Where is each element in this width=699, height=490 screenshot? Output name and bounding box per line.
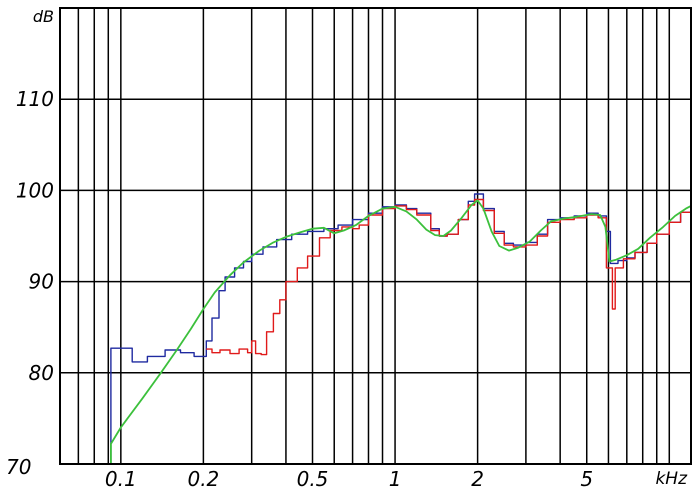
plot-frame	[59, 7, 692, 465]
x-tick-label-5: 5	[580, 467, 593, 490]
series-line-2	[60, 199, 692, 465]
y-tick-label-4: 110	[16, 87, 54, 111]
x-tick-label-2: 0.5	[297, 467, 329, 490]
series-line-1	[206, 198, 692, 356]
x-tick-label-4: 2	[471, 467, 484, 490]
x-axis-unit-label: kHz	[655, 469, 688, 489]
y-tick-label-3: 100	[16, 178, 54, 202]
tick-labels: 70 80 90 100 110 0.1 0.2 0.5 1 2 5	[6, 87, 593, 490]
series-group	[60, 193, 692, 465]
x-tick-label-3: 1	[389, 467, 402, 490]
y-tick-label-0: 70	[6, 455, 31, 479]
y-tick-label-1: 80	[29, 361, 54, 385]
x-tick-label-1: 0.2	[187, 467, 219, 490]
y-axis-unit-label: dB	[33, 7, 54, 26]
x-tick-label-0: 0.1	[105, 467, 137, 490]
grid	[60, 8, 691, 465]
series-line-0	[60, 193, 692, 465]
y-tick-label-2: 90	[29, 270, 54, 294]
